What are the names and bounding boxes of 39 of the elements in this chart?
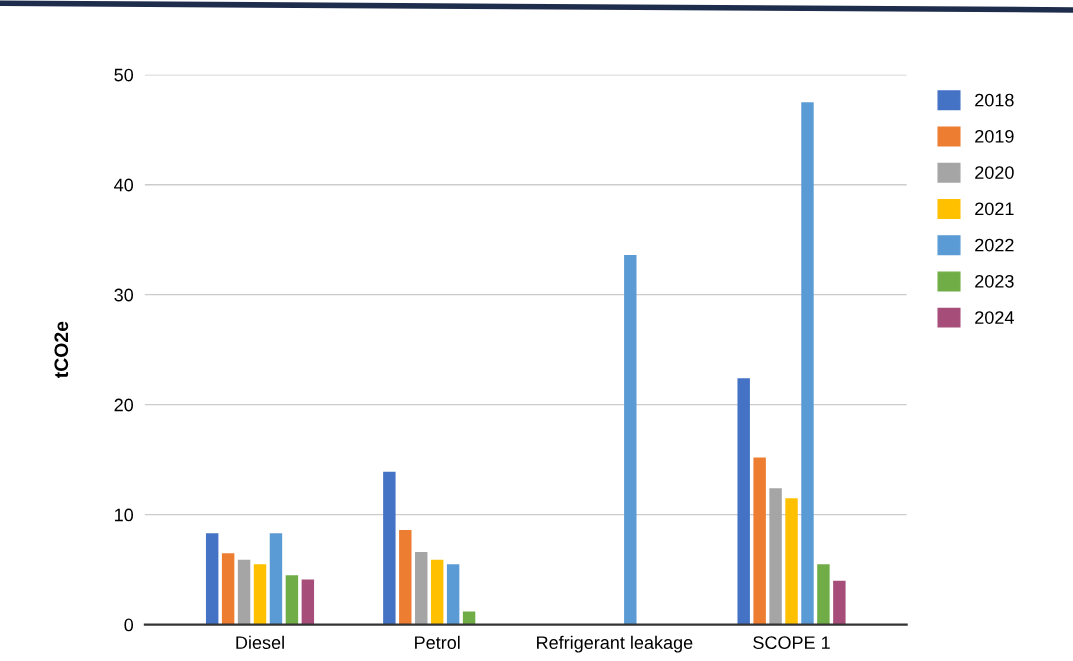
y-tick-label: 20 xyxy=(114,398,134,412)
bar xyxy=(399,530,412,625)
legend-label: 2022 xyxy=(975,238,1014,252)
bar xyxy=(205,533,219,625)
bar xyxy=(253,564,267,625)
y-tick-label: 30 xyxy=(114,288,134,302)
bar xyxy=(269,533,283,625)
x-tick-label: Petrol xyxy=(415,635,460,650)
legend-label: 2019 xyxy=(975,129,1014,143)
bar xyxy=(624,255,637,625)
bar xyxy=(769,488,782,625)
bar xyxy=(446,564,460,625)
bar xyxy=(301,579,315,625)
x-tick-label: Diesel xyxy=(236,635,284,650)
bar xyxy=(462,611,476,625)
x-tick-label: Refrigerant leakage xyxy=(537,635,693,653)
bar xyxy=(785,498,798,625)
y-axis-title: tCO2e xyxy=(54,321,69,379)
legend-label: 2024 xyxy=(975,311,1014,324)
y-tick-label: 40 xyxy=(114,178,134,192)
bar xyxy=(285,575,299,625)
bar xyxy=(383,471,396,625)
bar xyxy=(833,580,846,625)
bar xyxy=(221,553,235,625)
bar xyxy=(737,378,750,625)
bar xyxy=(801,102,814,625)
bar xyxy=(817,564,830,625)
legend-label: 2020 xyxy=(975,166,1014,179)
x-tick-label: SCOPE 1 xyxy=(753,636,830,650)
legend-label: 2023 xyxy=(975,274,1014,288)
y-tick-label: 10 xyxy=(115,508,134,522)
bar xyxy=(415,552,428,625)
y-tick-label: 50 xyxy=(114,68,134,82)
legend-label: 2021 xyxy=(975,202,1014,216)
legend-label: 2018 xyxy=(975,93,1014,107)
bar xyxy=(753,457,766,625)
bar xyxy=(430,559,444,625)
bar xyxy=(237,559,251,625)
y-tick-label: 0 xyxy=(124,618,134,632)
